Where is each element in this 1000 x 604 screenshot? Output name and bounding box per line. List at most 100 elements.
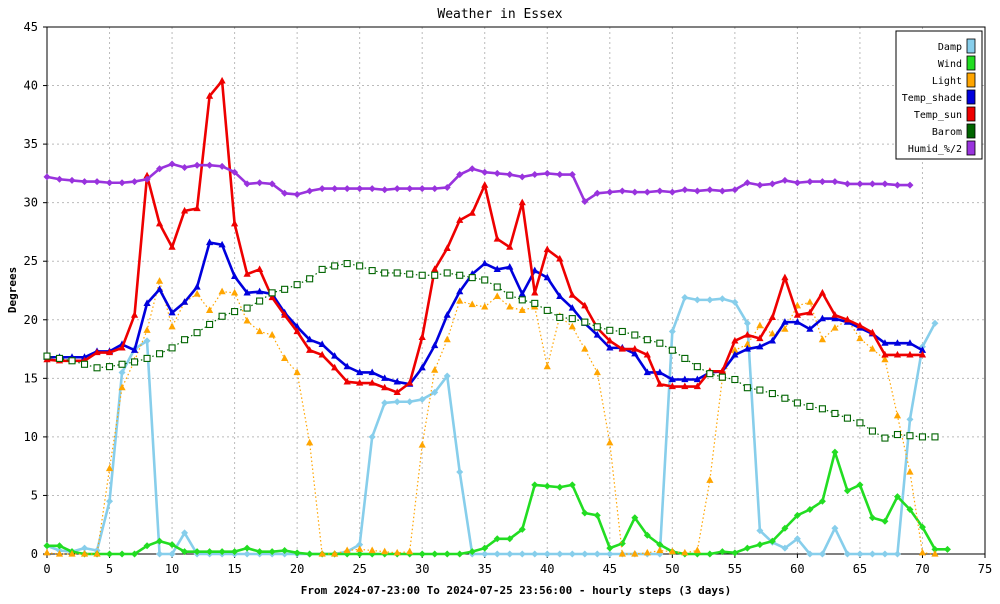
- data-point-wind: [481, 544, 489, 552]
- data-point-temp-shade: [818, 314, 827, 322]
- data-point-damp: [281, 550, 289, 558]
- data-point-barom: [168, 344, 176, 352]
- x-tick-label: 35: [478, 562, 492, 576]
- y-tick-label: 0: [31, 547, 38, 561]
- data-point-wind: [118, 550, 126, 558]
- data-point-humid-2: [656, 187, 664, 195]
- data-point-light: [893, 411, 902, 419]
- data-point-temp-sun: [718, 367, 726, 374]
- data-point-barom: [656, 339, 664, 347]
- data-point-light: [706, 476, 714, 483]
- data-point-light: [293, 368, 301, 376]
- data-point-barom: [181, 336, 189, 344]
- data-point-light: [143, 326, 151, 333]
- data-point-temp-shade: [155, 285, 164, 292]
- data-point-wind: [581, 509, 589, 517]
- data-point-barom: [156, 350, 164, 358]
- data-point-wind: [506, 535, 514, 543]
- data-point-wind: [743, 544, 751, 552]
- data-point-damp: [406, 398, 414, 406]
- data-point-humid-2: [706, 186, 714, 194]
- data-point-humid-2: [381, 186, 389, 194]
- data-point-wind: [418, 550, 426, 558]
- data-point-light: [631, 550, 639, 557]
- data-point-humid-2: [156, 165, 164, 173]
- data-point-temp-shade: [518, 290, 526, 297]
- y-tick-label: 30: [24, 196, 38, 210]
- data-point-humid-2: [906, 181, 914, 189]
- data-point-barom: [568, 315, 576, 323]
- series-line-humid-2: [46, 162, 910, 203]
- data-point-humid-2: [143, 175, 151, 183]
- series-wind: [43, 448, 951, 558]
- data-point-temp-sun: [406, 379, 414, 386]
- data-point-humid-2: [318, 185, 326, 193]
- data-point-temp-sun: [543, 245, 551, 253]
- data-point-temp-shade: [318, 340, 326, 347]
- data-point-light: [168, 322, 176, 330]
- data-point-humid-2: [56, 175, 64, 183]
- data-point-light: [193, 290, 201, 297]
- data-point-barom: [543, 306, 551, 314]
- data-point-temp-shade: [643, 368, 651, 376]
- data-point-temp-shade: [418, 363, 426, 371]
- data-point-temp-sun: [331, 363, 339, 371]
- data-point-light: [281, 354, 289, 362]
- data-point-temp-shade: [130, 346, 139, 353]
- data-point-barom: [356, 262, 364, 270]
- series-humid-2: [43, 160, 914, 205]
- data-point-damp: [556, 550, 564, 558]
- data-point-wind: [706, 550, 714, 558]
- data-point-humid-2: [456, 171, 464, 179]
- data-point-humid-2: [168, 160, 176, 168]
- data-point-wind: [756, 541, 764, 549]
- data-point-barom: [806, 402, 814, 410]
- legend-swatch-light: [966, 72, 976, 88]
- x-tick-label: 20: [290, 562, 304, 576]
- data-point-temp-shade: [231, 272, 239, 280]
- data-point-humid-2: [231, 168, 239, 176]
- data-point-humid-2: [643, 188, 651, 196]
- data-point-temp-shade: [543, 273, 551, 281]
- data-point-humid-2: [731, 186, 739, 194]
- data-point-temp-sun: [831, 311, 839, 318]
- data-point-barom: [105, 363, 114, 371]
- data-point-temp-shade: [918, 346, 927, 353]
- data-point-damp: [181, 529, 189, 537]
- data-point-humid-2: [618, 187, 626, 195]
- data-point-wind: [781, 524, 789, 532]
- data-point-barom: [706, 370, 714, 378]
- series-light: [43, 277, 939, 557]
- data-point-wind: [131, 550, 139, 558]
- data-point-barom: [731, 375, 739, 384]
- data-point-light: [781, 325, 789, 332]
- data-point-temp-sun: [756, 334, 764, 342]
- data-point-wind: [906, 505, 914, 513]
- data-point-damp: [793, 535, 801, 543]
- data-point-humid-2: [493, 169, 501, 177]
- data-point-temp-sun: [581, 301, 589, 309]
- data-point-temp-sun: [256, 265, 264, 273]
- data-point-temp-sun: [893, 350, 902, 358]
- data-point-wind: [656, 541, 664, 549]
- data-point-temp-sun: [368, 379, 376, 386]
- data-point-barom: [318, 265, 326, 273]
- data-point-temp-shade: [806, 325, 814, 332]
- data-point-humid-2: [868, 180, 876, 188]
- series-barom: [43, 260, 939, 442]
- data-point-light: [806, 298, 814, 305]
- data-point-temp-shade: [180, 298, 189, 305]
- data-point-light: [881, 355, 889, 363]
- data-point-temp-shade: [193, 282, 201, 290]
- data-point-humid-2: [593, 189, 601, 197]
- data-point-temp-sun: [155, 219, 164, 227]
- data-point-temp-shade: [656, 368, 664, 376]
- data-point-barom: [130, 358, 139, 366]
- data-point-barom: [243, 304, 251, 312]
- data-point-light: [68, 550, 76, 557]
- data-point-humid-2: [531, 171, 539, 179]
- data-point-wind: [831, 448, 839, 456]
- x-tick-label: 5: [106, 562, 113, 576]
- data-point-temp-shade: [743, 345, 751, 352]
